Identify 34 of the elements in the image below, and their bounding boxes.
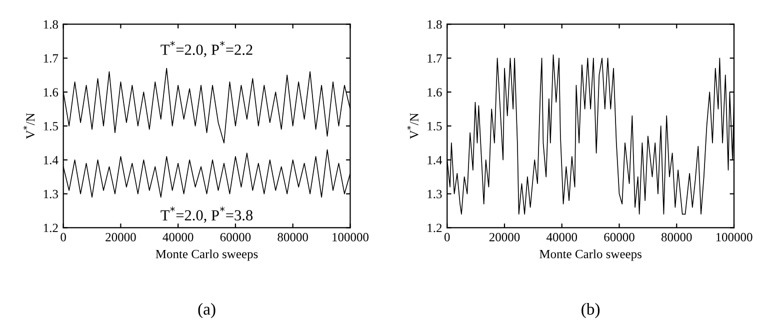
y-axis-title: V$^{*}$/N	[23, 113, 35, 140]
x-tick-label: 20000	[106, 232, 136, 242]
x-axis-title: Monte Carlo sweeps	[540, 249, 642, 261]
x-tick-label: 40000	[162, 232, 194, 242]
y-tick-label: 1.3	[428, 190, 442, 198]
y-axis-title: V$^{*}$/N	[407, 113, 419, 140]
x-axis-title: Monte Carlo sweeps	[156, 249, 258, 261]
x-tick-label: 60000	[604, 232, 634, 242]
x-tick-label: 0	[60, 232, 66, 242]
y-tick-label: 1.6	[428, 88, 442, 97]
x-tick-label: 60000	[220, 232, 251, 242]
y-tick-label: 1.2	[44, 224, 58, 232]
x-tick-label: 80000	[278, 232, 308, 242]
x-tick-label: 20000	[489, 232, 520, 242]
series-label: T$^{*}$=2.0, P$^{*}$=3.8	[160, 206, 253, 223]
text: (a)	[198, 303, 216, 318]
y-tick-label: 1.2	[428, 224, 442, 232]
x-tick-label: 100000	[716, 232, 752, 242]
legend-label: T$^{*}$=2.0, P$^{*}$=2.2	[160, 40, 252, 58]
y-tick-label: 1.5	[44, 122, 58, 130]
y-tick-label: 1.3	[44, 190, 58, 198]
y-tick-label: 1.6	[44, 88, 58, 97]
y-tick-label: 1.4	[44, 156, 58, 164]
y-tick-label: 1.4	[428, 156, 442, 164]
x-tick-label: 100000	[332, 232, 368, 242]
x-tick-label: 40000	[546, 232, 578, 242]
text: (b)	[582, 303, 600, 318]
y-tick-label: 1.7	[428, 54, 442, 63]
y-tick-label: 1.8	[428, 20, 442, 29]
y-tick-label: 1.5	[428, 122, 442, 130]
x-tick-label: 80000	[661, 232, 692, 242]
x-tick-label: 0	[444, 232, 450, 242]
y-tick-label: 1.8	[44, 20, 58, 29]
y-tick-label: 1.7	[44, 54, 58, 63]
